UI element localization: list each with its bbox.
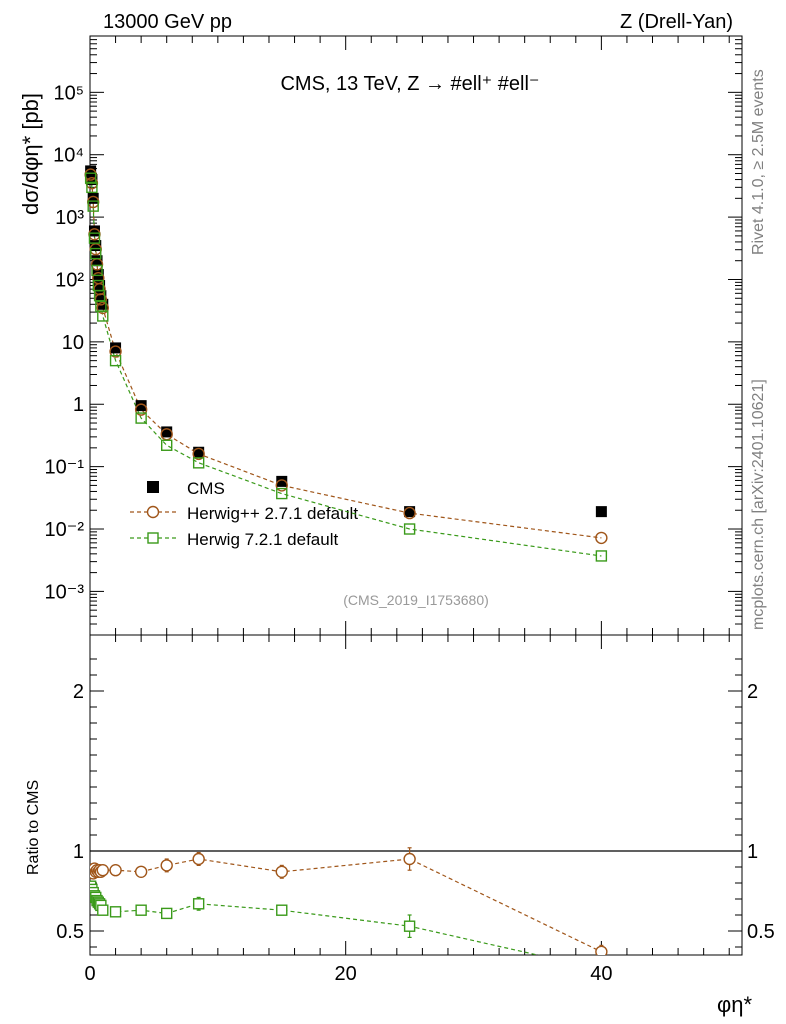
ratio-point-herwig7 xyxy=(192,898,205,910)
ratio-line-herwigpp xyxy=(90,858,602,953)
cms-data-point xyxy=(276,475,288,487)
ratio-y-tick-label-right: 2 xyxy=(747,681,758,703)
x-tick-label: 20 xyxy=(335,963,357,985)
herwig7-data-point xyxy=(90,247,102,260)
y-tick-label: 10⁻² xyxy=(45,519,85,541)
ratio-y-tick-label: 2 xyxy=(73,681,84,703)
herwig7-data-point xyxy=(192,457,205,469)
herwig7-data-point xyxy=(109,354,122,367)
herwigpp-data-point xyxy=(134,403,148,416)
herwig7-data-point xyxy=(84,172,97,184)
y-axis-label: dσ/dφη* [pb] xyxy=(18,93,43,215)
ratio-point-herwigpp xyxy=(160,859,173,872)
y-tick-label: 10⁵ xyxy=(53,82,84,104)
ratio-plot-axes: 0 20 40 0.5 0.5 1 1 2 2 xyxy=(56,635,775,985)
legend-herwig7-marker xyxy=(147,532,159,544)
ratio-y-tick-label-right: 1 xyxy=(747,841,758,863)
herwig7-data-point xyxy=(87,200,99,212)
cms-data-point xyxy=(95,290,107,302)
y-tick-label: 10³ xyxy=(55,207,84,229)
cms-data-point xyxy=(404,506,416,518)
ratio-point-herwig7 xyxy=(403,920,416,932)
y-tick-label: 10⁴ xyxy=(53,145,84,167)
herwigpp-data-point xyxy=(595,531,608,545)
ratio-point-herwig7 xyxy=(135,904,147,916)
ratio-point-herwig7 xyxy=(161,907,173,920)
ratio-plot-frame xyxy=(89,634,743,956)
cms-data-point xyxy=(595,506,607,518)
ratio-point-herwigpp xyxy=(275,865,288,878)
header-right: Z (Drell-Yan) xyxy=(620,11,733,33)
ratio-series-group xyxy=(90,847,608,955)
cms-data-point xyxy=(92,269,104,281)
ratio-y-axis-label: Ratio to CMS xyxy=(25,780,42,875)
cms-data-point xyxy=(135,400,147,412)
y-tick-label: 1 xyxy=(73,394,84,416)
ratio-point-herwig7 xyxy=(97,904,109,916)
y-tick-label: 10² xyxy=(55,269,84,291)
ratio-point-herwigpp xyxy=(134,865,148,878)
herwig7-data-point xyxy=(276,487,288,500)
ratio-y-tick-label-right: 0.5 xyxy=(747,921,775,943)
cms-data-point xyxy=(90,240,102,252)
x-axis-label: φη* xyxy=(717,992,753,1017)
ratio-point-herwigpp xyxy=(109,864,122,877)
cms-data-point xyxy=(161,426,173,438)
header-left: 13000 GeV pp xyxy=(103,11,232,33)
rivet-version-label: Rivet 4.1.0, ≥ 2.5M events xyxy=(750,69,767,255)
analysis-watermark: (CMS_2019_I1753680) xyxy=(343,592,489,608)
plot-title: CMS, 13 TeV, Z → #ell⁺ #ell⁻ xyxy=(280,73,539,95)
herwigpp-data-point xyxy=(403,506,416,520)
herwig7-data-point xyxy=(97,310,109,322)
herwig7-data-point xyxy=(88,232,101,244)
cms-data-point xyxy=(193,446,205,458)
legend-herwig7-label: Herwig 7.2.1 default xyxy=(187,530,338,549)
ratio-point-herwig7 xyxy=(109,906,122,918)
herwigpp-data-point xyxy=(192,447,205,461)
herwig7-data-point xyxy=(595,550,608,562)
ratio-point-herwigpp xyxy=(595,945,608,955)
ratio-point-herwig7 xyxy=(276,904,288,916)
cms-data-point xyxy=(85,165,97,177)
ratio-point-herwigpp xyxy=(403,852,416,866)
x-tick-label: 40 xyxy=(590,963,612,985)
y-tick-label: 10⁻³ xyxy=(45,581,85,603)
herwigpp-data-point xyxy=(96,301,109,315)
ratio-plot-data xyxy=(90,847,608,955)
cms-data-point xyxy=(110,342,122,354)
y-tick-label: 10 xyxy=(62,332,84,354)
herwig7-data-point xyxy=(93,289,106,302)
legend-cms-marker xyxy=(147,481,159,493)
legend: CMS Herwig++ 2.7.1 default Herwig 7.2.1 … xyxy=(130,479,358,549)
main-plot-axes: 10⁻³ 10⁻² 10⁻¹ 1 10 10² 10³ 10⁴ 10⁵ xyxy=(45,35,742,636)
ratio-y-tick-label: 0.5 xyxy=(56,921,84,943)
herwigpp-data-point xyxy=(109,345,122,358)
herwig7-data-point xyxy=(403,523,416,535)
cms-data-point xyxy=(87,192,99,204)
ratio-point-herwigpp xyxy=(96,864,109,877)
legend-herwigpp-marker xyxy=(146,505,160,519)
ratio-line-herwig7 xyxy=(90,885,541,955)
cms-data-point xyxy=(91,255,103,267)
herwigpp-data-point xyxy=(94,293,108,306)
ratio-y-tick-label: 1 xyxy=(73,841,84,863)
cms-data-point xyxy=(94,280,106,292)
herwig7-data-point xyxy=(91,264,103,277)
x-tick-label: 0 xyxy=(84,963,95,985)
herwig7-data-point xyxy=(135,412,147,424)
ratio-point-herwigpp xyxy=(192,852,205,866)
herwig7-data-point xyxy=(161,439,173,451)
mcplots-source-label: mcplots.cern.ch [arXiv:2401.10621] xyxy=(750,379,767,630)
cms-data-point xyxy=(88,225,100,237)
herwig7-data-point xyxy=(86,181,98,194)
legend-cms-label: CMS xyxy=(187,479,225,498)
y-tick-label: 10⁻¹ xyxy=(45,457,85,479)
legend-herwigpp-label: Herwig++ 2.7.1 default xyxy=(187,504,358,523)
herwigpp-data-point xyxy=(275,479,288,492)
series-line-herwigpp xyxy=(90,174,602,539)
main-plot-data xyxy=(84,165,608,562)
